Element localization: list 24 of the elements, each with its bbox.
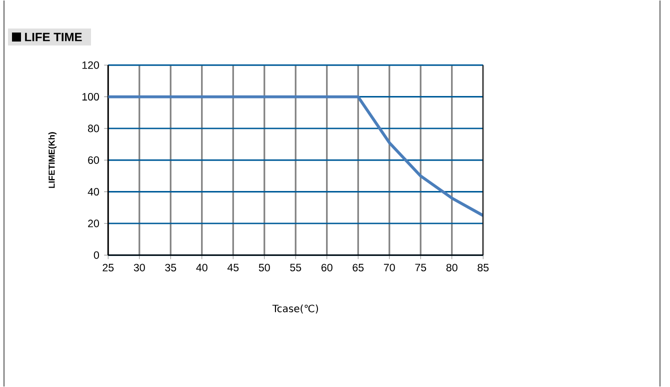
x-tick-label: 60 — [321, 264, 332, 272]
x-tick-label: 85 — [478, 264, 489, 272]
x-tick-label: 80 — [446, 264, 458, 272]
chart-title: LIFE TIME — [25, 32, 82, 42]
x-tick-label: 25 — [102, 264, 114, 272]
x-tick-label: 45 — [227, 264, 239, 272]
y-axis-title: LIFETIME(Kh) — [48, 132, 56, 188]
y-tick-label: 40 — [88, 188, 100, 196]
y-tick-label: 80 — [88, 124, 100, 132]
x-tick-label: 35 — [165, 264, 176, 272]
x-tick-label: 55 — [290, 264, 302, 272]
y-tick-label: 120 — [82, 61, 100, 69]
x-axis-title: Tcase(℃) — [272, 304, 318, 314]
x-tick-label: 30 — [134, 264, 145, 272]
y-tick-label: 20 — [88, 220, 100, 228]
x-tick-label: 50 — [258, 264, 270, 272]
x-tick-label: 40 — [196, 264, 208, 272]
x-tick-label: 65 — [352, 264, 364, 272]
x-tick-label: 75 — [415, 264, 426, 272]
x-tick-label: 70 — [384, 264, 395, 272]
y-tick-label: 0 — [94, 251, 100, 259]
y-tick-label: 100 — [82, 92, 100, 101]
y-tick-label: 60 — [88, 156, 100, 164]
line-series — [108, 95, 484, 217]
